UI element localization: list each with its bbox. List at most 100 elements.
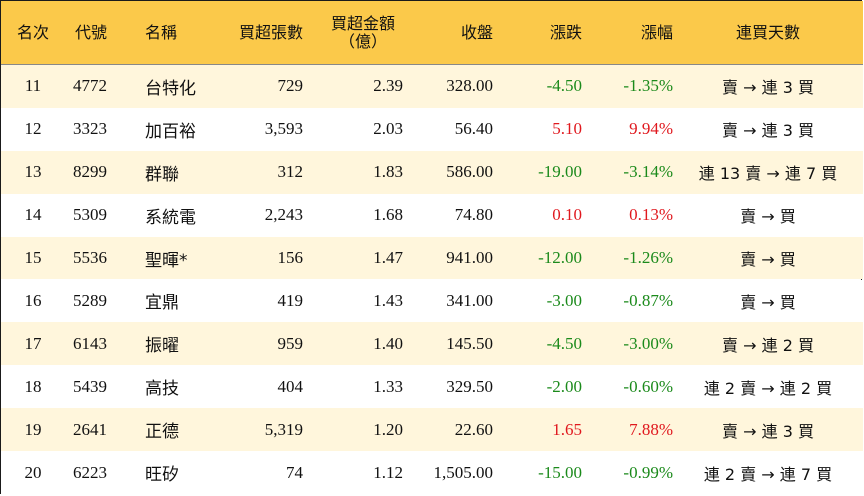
header-change: 漲跌 — [549, 23, 582, 42]
change-pct-cell: -3.00% — [623, 333, 673, 353]
name-cell: 群聯 — [145, 164, 179, 185]
change-cell: 1.65 — [552, 419, 582, 439]
net-buy-lots-cell: 959 — [277, 333, 304, 353]
change-pct-cell: 0.13% — [629, 205, 673, 225]
name-cell: 宜鼎 — [145, 293, 179, 314]
close-cell: 586.00 — [446, 162, 493, 182]
net-buy-lots-cell: 419 — [277, 290, 304, 310]
header-code: 代號 — [75, 23, 108, 42]
change-cell: -19.00 — [538, 162, 582, 182]
header-name: 名稱 — [145, 23, 178, 42]
net-buy-lots-cell: 312 — [277, 162, 304, 182]
name-cell: 加百裕 — [145, 121, 196, 142]
rank-cell: 20 — [24, 462, 42, 482]
change-pct-cell: -3.14% — [623, 162, 673, 182]
rank-cell: 16 — [24, 290, 42, 310]
name-cell: 台特化 — [145, 78, 196, 99]
code-cell: 2641 — [73, 419, 107, 439]
code-cell: 6223 — [73, 462, 107, 482]
header-rank: 名次 — [16, 23, 49, 42]
rank-cell: 13 — [24, 162, 42, 182]
close-cell: 329.50 — [446, 376, 493, 396]
net-buy-amount-cell: 1.83 — [373, 162, 403, 182]
table-row: 18 5439 高技 404 1.33 329.50 -2.00 -0.60% 連 2 賣 → … — [1, 365, 863, 409]
code-cell: 4772 — [73, 76, 107, 96]
header-close: 收盤 — [460, 23, 493, 42]
change-cell: -12.00 — [538, 248, 582, 268]
code-cell: 3323 — [73, 119, 107, 139]
change-pct-cell: -1.35% — [623, 76, 673, 96]
net-buy-amount-cell: 1.12 — [373, 462, 403, 482]
name-cell: 系統電 — [145, 207, 196, 228]
name-cell: 高技 — [145, 379, 179, 400]
header-net-buy-amount-label: 買超金額 — [330, 14, 395, 33]
change-pct-cell: 9.94% — [629, 119, 673, 139]
change-cell: -4.50 — [546, 333, 582, 353]
net-buy-amount-cell: 2.39 — [373, 76, 403, 96]
table-row: 20 6223 旺矽 74 1.12 1,505.00 -15.00 -0.99% 連 2 賣 … — [1, 451, 863, 494]
net-buy-amount-cell: 1.40 — [373, 333, 403, 353]
net-buy-lots-cell: 404 — [277, 376, 304, 396]
change-cell: 5.10 — [552, 119, 582, 139]
change-cell: -15.00 — [538, 462, 582, 482]
net-buy-lots-cell: 2,243 — [264, 205, 303, 225]
code-cell: 6143 — [73, 333, 107, 353]
close-cell: 341.00 — [446, 290, 493, 310]
close-cell: 328.00 — [446, 76, 493, 96]
header-change-pct: 漲幅 — [640, 23, 673, 42]
table-row: 13 8299 群聯 312 1.83 586.00 -19.00 -3.14% 連 13 賣 … — [1, 150, 863, 194]
table-row: 11 4772 台特化 729 2.39 328.00 -4.50 -1.35% 賣 → 連 3… — [1, 65, 863, 108]
consecutive-days-cell: 連 2 賣 → 連 7 買 — [703, 464, 833, 484]
net-buy-amount-cell: 1.20 — [373, 419, 403, 439]
table-row: 12 3323 加百裕 3,593 2.03 56.40 5.10 9.94% 賣 → 連 3 … — [1, 107, 863, 151]
name-cell: 振曜 — [145, 336, 179, 357]
net-buy-amount-cell: 1.43 — [373, 290, 403, 310]
net-buy-lots-cell: 74 — [286, 462, 303, 482]
change-cell: -4.50 — [546, 76, 582, 96]
close-cell: 74.80 — [454, 205, 493, 225]
net-buy-amount-cell: 1.47 — [373, 248, 403, 268]
code-cell: 5289 — [73, 290, 107, 310]
net-buy-lots-cell: 5,319 — [264, 419, 303, 439]
change-cell: -2.00 — [546, 376, 582, 396]
consecutive-days-cell: 賣 → 連 3 買 — [722, 78, 814, 98]
rank-cell: 19 — [24, 419, 42, 439]
header-net-buy-lots: 買超張數 — [238, 23, 303, 42]
table-row: 16 5289 宜鼎 419 1.43 341.00 -3.00 -0.87% 賣 → 買 — [1, 279, 863, 323]
close-cell: 22.60 — [454, 419, 493, 439]
rank-cell: 17 — [24, 333, 42, 353]
close-cell: 941.00 — [446, 248, 493, 268]
table-row: 19 2641 正德 5,319 1.20 22.60 1.65 7.88% 賣 → 連 3 買 — [1, 408, 863, 452]
header-net-buy-amount-unit: （億） — [338, 32, 387, 51]
table-row: 17 6143 振曜 959 1.40 145.50 -4.50 -3.00% 賣 → 連 2 … — [1, 322, 863, 366]
net-buy-amount-cell: 1.33 — [373, 376, 403, 396]
change-pct-cell: -1.26% — [623, 248, 673, 268]
code-cell: 5536 — [73, 248, 107, 268]
net-buy-lots-cell: 729 — [277, 76, 304, 96]
change-pct-cell: -0.60% — [623, 376, 673, 396]
consecutive-days-cell: 賣 → 連 2 買 — [722, 335, 814, 355]
rank-cell: 14 — [24, 205, 42, 225]
close-cell: 1,505.00 — [433, 462, 494, 482]
change-cell: 0.10 — [552, 205, 582, 225]
header-consecutive-days: 連買天數 — [735, 23, 800, 42]
header-net-buy-amount: 買超金額 （億） — [303, 1, 403, 65]
table-row: 14 5309 系統電 2,243 1.68 74.80 0.10 0.13% 賣 → 買 — [1, 193, 863, 237]
net-buy-amount-cell: 2.03 — [373, 119, 403, 139]
rank-cell: 11 — [24, 76, 42, 96]
consecutive-days-cell: 賣 → 連 3 買 — [722, 421, 814, 441]
consecutive-days-cell: 賣 → 連 3 買 — [722, 121, 814, 141]
change-cell: -3.00 — [546, 290, 582, 310]
rank-cell: 15 — [24, 248, 42, 268]
code-cell: 5439 — [73, 376, 107, 396]
change-pct-cell: -0.87% — [623, 290, 673, 310]
net-buy-amount-cell: 1.68 — [373, 205, 403, 225]
rank-cell: 18 — [24, 376, 42, 396]
consecutive-days-cell: 賣 → 買 — [740, 207, 796, 227]
rank-cell: 12 — [24, 119, 42, 139]
code-cell: 5309 — [73, 205, 107, 225]
consecutive-days-cell: 賣 → 買 — [740, 250, 796, 270]
table-row: 15 5536 聖暉* 156 1.47 941.00 -12.00 -1.26% 賣 → 買 — [1, 236, 863, 280]
code-cell: 8299 — [73, 162, 107, 182]
